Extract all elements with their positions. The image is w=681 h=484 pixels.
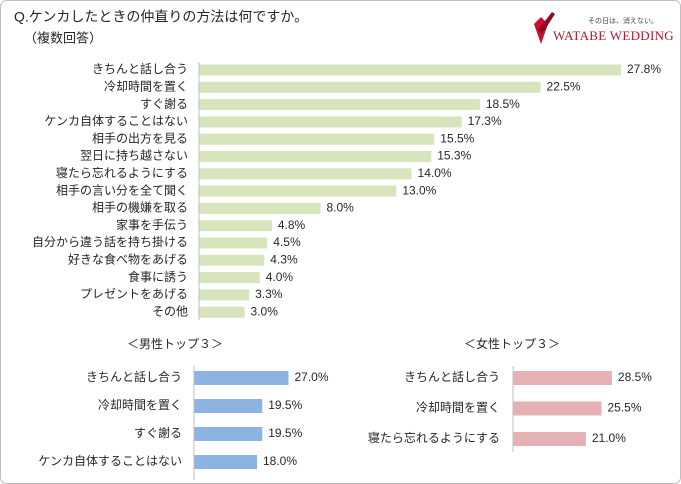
category-label: 好きな食べ物をあげる bbox=[68, 251, 188, 266]
logo: その日は、消えない。 WATABE WEDDING bbox=[534, 12, 674, 44]
value-label: 28.5% bbox=[618, 370, 652, 384]
category-label: 寝たら忘れるようにする bbox=[56, 165, 188, 180]
value-label: 4.0% bbox=[266, 270, 294, 284]
page-subtitle: （複数回答） bbox=[24, 30, 102, 45]
bar bbox=[199, 220, 272, 232]
category-label: きちんと話し合う bbox=[86, 369, 182, 384]
bar bbox=[513, 401, 602, 416]
bar bbox=[199, 64, 622, 76]
category-label: すぐ謝る bbox=[134, 425, 182, 440]
category-label: きちんと話し合う bbox=[404, 369, 500, 384]
category-label: きちんと話し合う bbox=[92, 61, 188, 76]
value-label: 15.3% bbox=[437, 149, 471, 163]
logo-mark bbox=[538, 12, 555, 34]
bar bbox=[194, 427, 263, 441]
category-label: 冷却時間を置く bbox=[104, 79, 188, 93]
category-label: 冷却時間を置く bbox=[98, 398, 182, 412]
category-label: その他 bbox=[152, 304, 188, 318]
logo-tagline: その日は、消えない。 bbox=[588, 16, 658, 25]
bar bbox=[194, 399, 263, 413]
value-label: 19.5% bbox=[268, 426, 302, 440]
value-label: 19.5% bbox=[268, 398, 302, 412]
bar bbox=[199, 306, 245, 318]
value-label: 3.0% bbox=[251, 304, 279, 318]
bar bbox=[199, 254, 265, 266]
value-label: 18.0% bbox=[263, 454, 297, 468]
category-label: 翌日に持ち越さない bbox=[80, 148, 188, 163]
category-label: プレゼントをあげる bbox=[80, 287, 188, 301]
bar bbox=[199, 237, 268, 249]
bar bbox=[199, 185, 397, 197]
value-label: 14.0% bbox=[418, 166, 452, 180]
bar bbox=[199, 202, 321, 214]
category-label: ケンカ自体することはない bbox=[38, 454, 182, 468]
bar bbox=[199, 289, 250, 301]
bar bbox=[199, 151, 432, 162]
bar bbox=[513, 432, 586, 446]
bar bbox=[199, 116, 462, 128]
value-label: 13.0% bbox=[402, 183, 436, 197]
value-label: 4.3% bbox=[270, 252, 298, 266]
category-label: 寝たら忘れるようにする bbox=[368, 430, 500, 445]
value-label: 17.3% bbox=[468, 114, 502, 128]
bar bbox=[199, 168, 412, 180]
category-label: 家事を手伝う bbox=[116, 217, 188, 232]
category-label: 相手の機嫌を取る bbox=[92, 200, 188, 215]
value-label: 27.0% bbox=[295, 370, 329, 384]
category-label: ケンカ自体することはない bbox=[44, 114, 188, 128]
logo-brand: WATABE WEDDING bbox=[553, 28, 674, 43]
bar bbox=[194, 371, 289, 385]
value-label: 27.8% bbox=[627, 62, 661, 76]
value-label: 22.5% bbox=[547, 79, 581, 93]
category-label: 相手の出方を見る bbox=[92, 130, 188, 145]
value-label: 25.5% bbox=[607, 401, 641, 415]
value-label: 4.8% bbox=[278, 218, 306, 232]
bar bbox=[199, 99, 480, 111]
category-label: 相手の言い分を全て聞く bbox=[56, 182, 188, 197]
value-label: 8.0% bbox=[326, 201, 354, 215]
value-label: 15.5% bbox=[440, 131, 474, 145]
bar bbox=[199, 81, 541, 93]
value-label: 4.5% bbox=[273, 235, 301, 249]
bar bbox=[199, 272, 260, 284]
category-label: 冷却時間を置く bbox=[416, 401, 500, 415]
value-label: 3.3% bbox=[255, 287, 283, 301]
chart-title: ＜男性トップ３＞ bbox=[127, 337, 223, 351]
bar bbox=[513, 371, 612, 385]
category-label: 食事に誘う bbox=[128, 269, 188, 284]
value-label: 18.5% bbox=[486, 97, 520, 111]
value-label: 21.0% bbox=[592, 431, 626, 445]
category-label: すぐ謝る bbox=[140, 96, 188, 111]
chart-title: ＜女性トップ３＞ bbox=[464, 336, 560, 351]
bar bbox=[194, 455, 257, 469]
category-label: 自分から違う話を持ち掛ける bbox=[32, 234, 188, 249]
bar bbox=[199, 133, 435, 145]
page-title: Q.ケンカしたときの仲直りの方法は何ですか。 bbox=[14, 9, 308, 25]
